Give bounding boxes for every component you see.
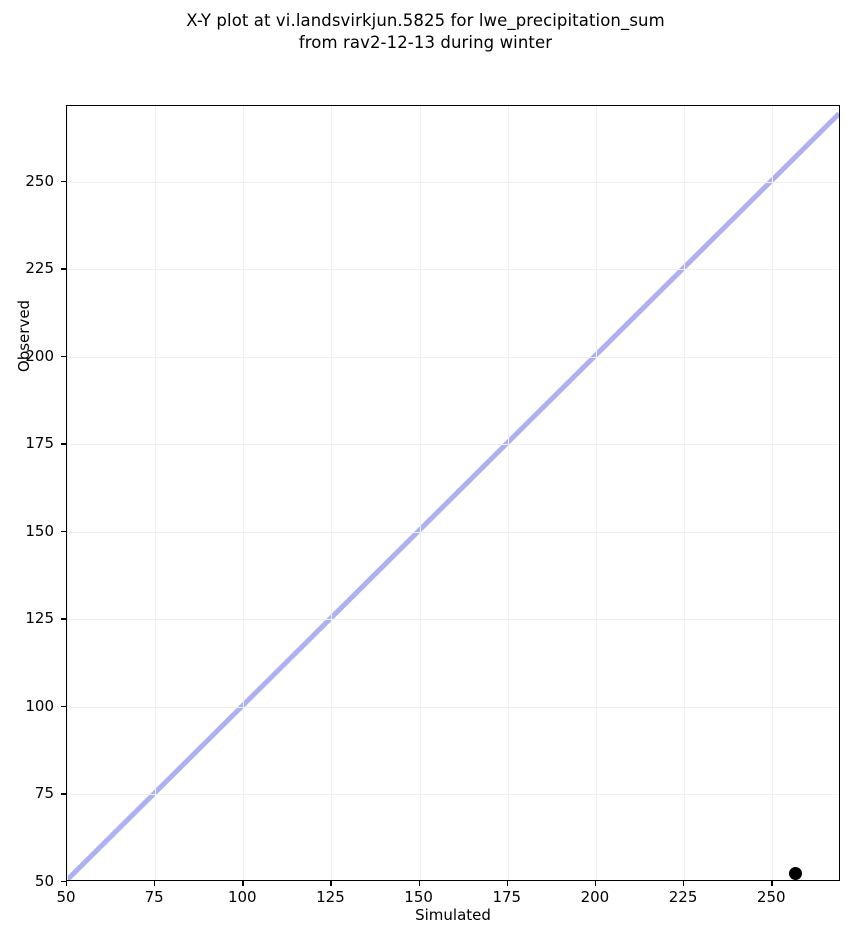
y-tick-label: 125 [25, 609, 54, 628]
x-tick-label: 200 [580, 888, 610, 906]
y-tick-mark [61, 268, 66, 270]
x-tick-mark [683, 881, 685, 886]
one-to-one-line [67, 111, 839, 880]
x-tick-mark [594, 881, 597, 886]
y-tick-mark [61, 443, 66, 445]
x-tick-label: 250 [756, 888, 786, 906]
y-gridline [67, 706, 839, 708]
x-tick-mark [506, 881, 509, 886]
y-gridline [67, 619, 839, 621]
y-gridline [67, 181, 839, 183]
one-to-one-reference-line [67, 111, 839, 880]
x-gridline [507, 106, 509, 880]
y-tick-label: 50 [34, 872, 54, 890]
y-tick-label: 150 [25, 521, 54, 540]
x-tick-mark [154, 881, 156, 886]
y-gridline [67, 531, 839, 533]
x-tick-mark [771, 881, 773, 886]
x-axis-label: Simulated [415, 906, 491, 924]
data-point [788, 867, 802, 880]
x-tick-mark [330, 881, 332, 886]
y-tick-mark [61, 705, 66, 708]
y-gridline [67, 269, 839, 271]
y-gridline [67, 444, 839, 446]
x-tick-label: 100 [227, 888, 257, 906]
y-gridline [67, 356, 839, 358]
y-tick-label: 225 [25, 259, 54, 278]
y-tick-mark [61, 530, 66, 533]
y-tick-label: 200 [25, 346, 54, 365]
plot-area [66, 105, 840, 881]
x-gridline [772, 106, 774, 880]
x-gridline [595, 106, 597, 880]
x-tick-label: 50 [56, 888, 76, 906]
y-tick-mark [61, 618, 66, 620]
y-tick-label: 75 [34, 784, 54, 803]
x-tick-label: 125 [316, 888, 345, 906]
y-tick-label: 100 [25, 696, 54, 715]
x-tick-label: 175 [492, 888, 522, 906]
x-tick-mark [242, 881, 244, 886]
x-gridline [419, 106, 421, 880]
x-gridline [155, 106, 157, 880]
x-tick-label: 75 [144, 888, 164, 906]
x-gridline [243, 106, 245, 880]
y-tick-mark [61, 355, 66, 358]
y-tick-mark [61, 881, 66, 883]
x-tick-label: 225 [668, 888, 698, 906]
x-gridline [67, 106, 68, 880]
y-tick-label: 250 [25, 171, 54, 190]
y-tick-label: 175 [25, 434, 54, 453]
y-tick-mark [61, 180, 66, 183]
x-tick-mark [418, 881, 420, 886]
x-gridline [331, 106, 333, 880]
x-tick-label: 150 [404, 888, 433, 906]
y-gridline [67, 794, 839, 796]
x-tick-mark [66, 881, 68, 886]
x-gridline [684, 106, 686, 880]
chart-title: X-Y plot at vi.landsvirkjun.5825 for lwe… [186, 11, 665, 52]
y-tick-mark [61, 793, 66, 795]
